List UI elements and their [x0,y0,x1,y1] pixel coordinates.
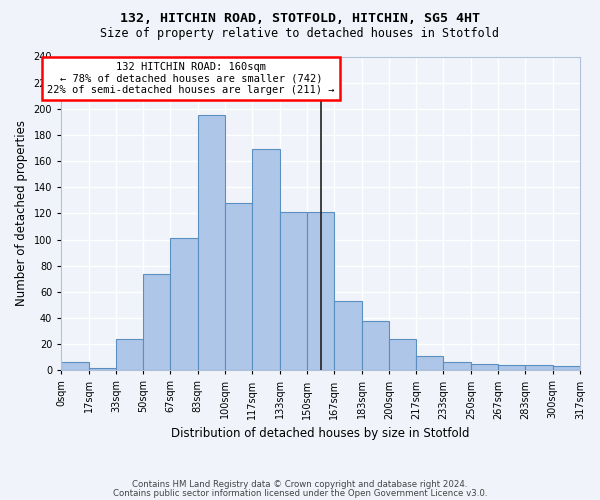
Bar [307,212,334,370]
Text: 132, HITCHIN ROAD, STOTFOLD, HITCHIN, SG5 4HT: 132, HITCHIN ROAD, STOTFOLD, HITCHIN, SG… [120,12,480,26]
Bar [253,150,280,370]
Bar [143,274,170,370]
Bar [526,365,553,370]
Bar [498,365,526,370]
Bar [553,366,580,370]
Bar [389,339,416,370]
Text: 132 HITCHIN ROAD: 160sqm
← 78% of detached houses are smaller (742)
22% of semi-: 132 HITCHIN ROAD: 160sqm ← 78% of detach… [47,62,335,95]
Bar [116,339,143,370]
Y-axis label: Number of detached properties: Number of detached properties [15,120,28,306]
Bar [334,301,362,370]
Bar [170,238,198,370]
Bar [89,368,116,370]
Bar [198,116,225,370]
Bar [280,212,307,370]
Bar [225,203,253,370]
Bar [443,362,471,370]
Text: Contains public sector information licensed under the Open Government Licence v3: Contains public sector information licen… [113,489,487,498]
Bar [61,362,89,370]
X-axis label: Distribution of detached houses by size in Stotfold: Distribution of detached houses by size … [172,427,470,440]
Bar [471,364,498,370]
Bar [362,320,389,370]
Bar [416,356,443,370]
Text: Contains HM Land Registry data © Crown copyright and database right 2024.: Contains HM Land Registry data © Crown c… [132,480,468,489]
Text: Size of property relative to detached houses in Stotfold: Size of property relative to detached ho… [101,28,499,40]
